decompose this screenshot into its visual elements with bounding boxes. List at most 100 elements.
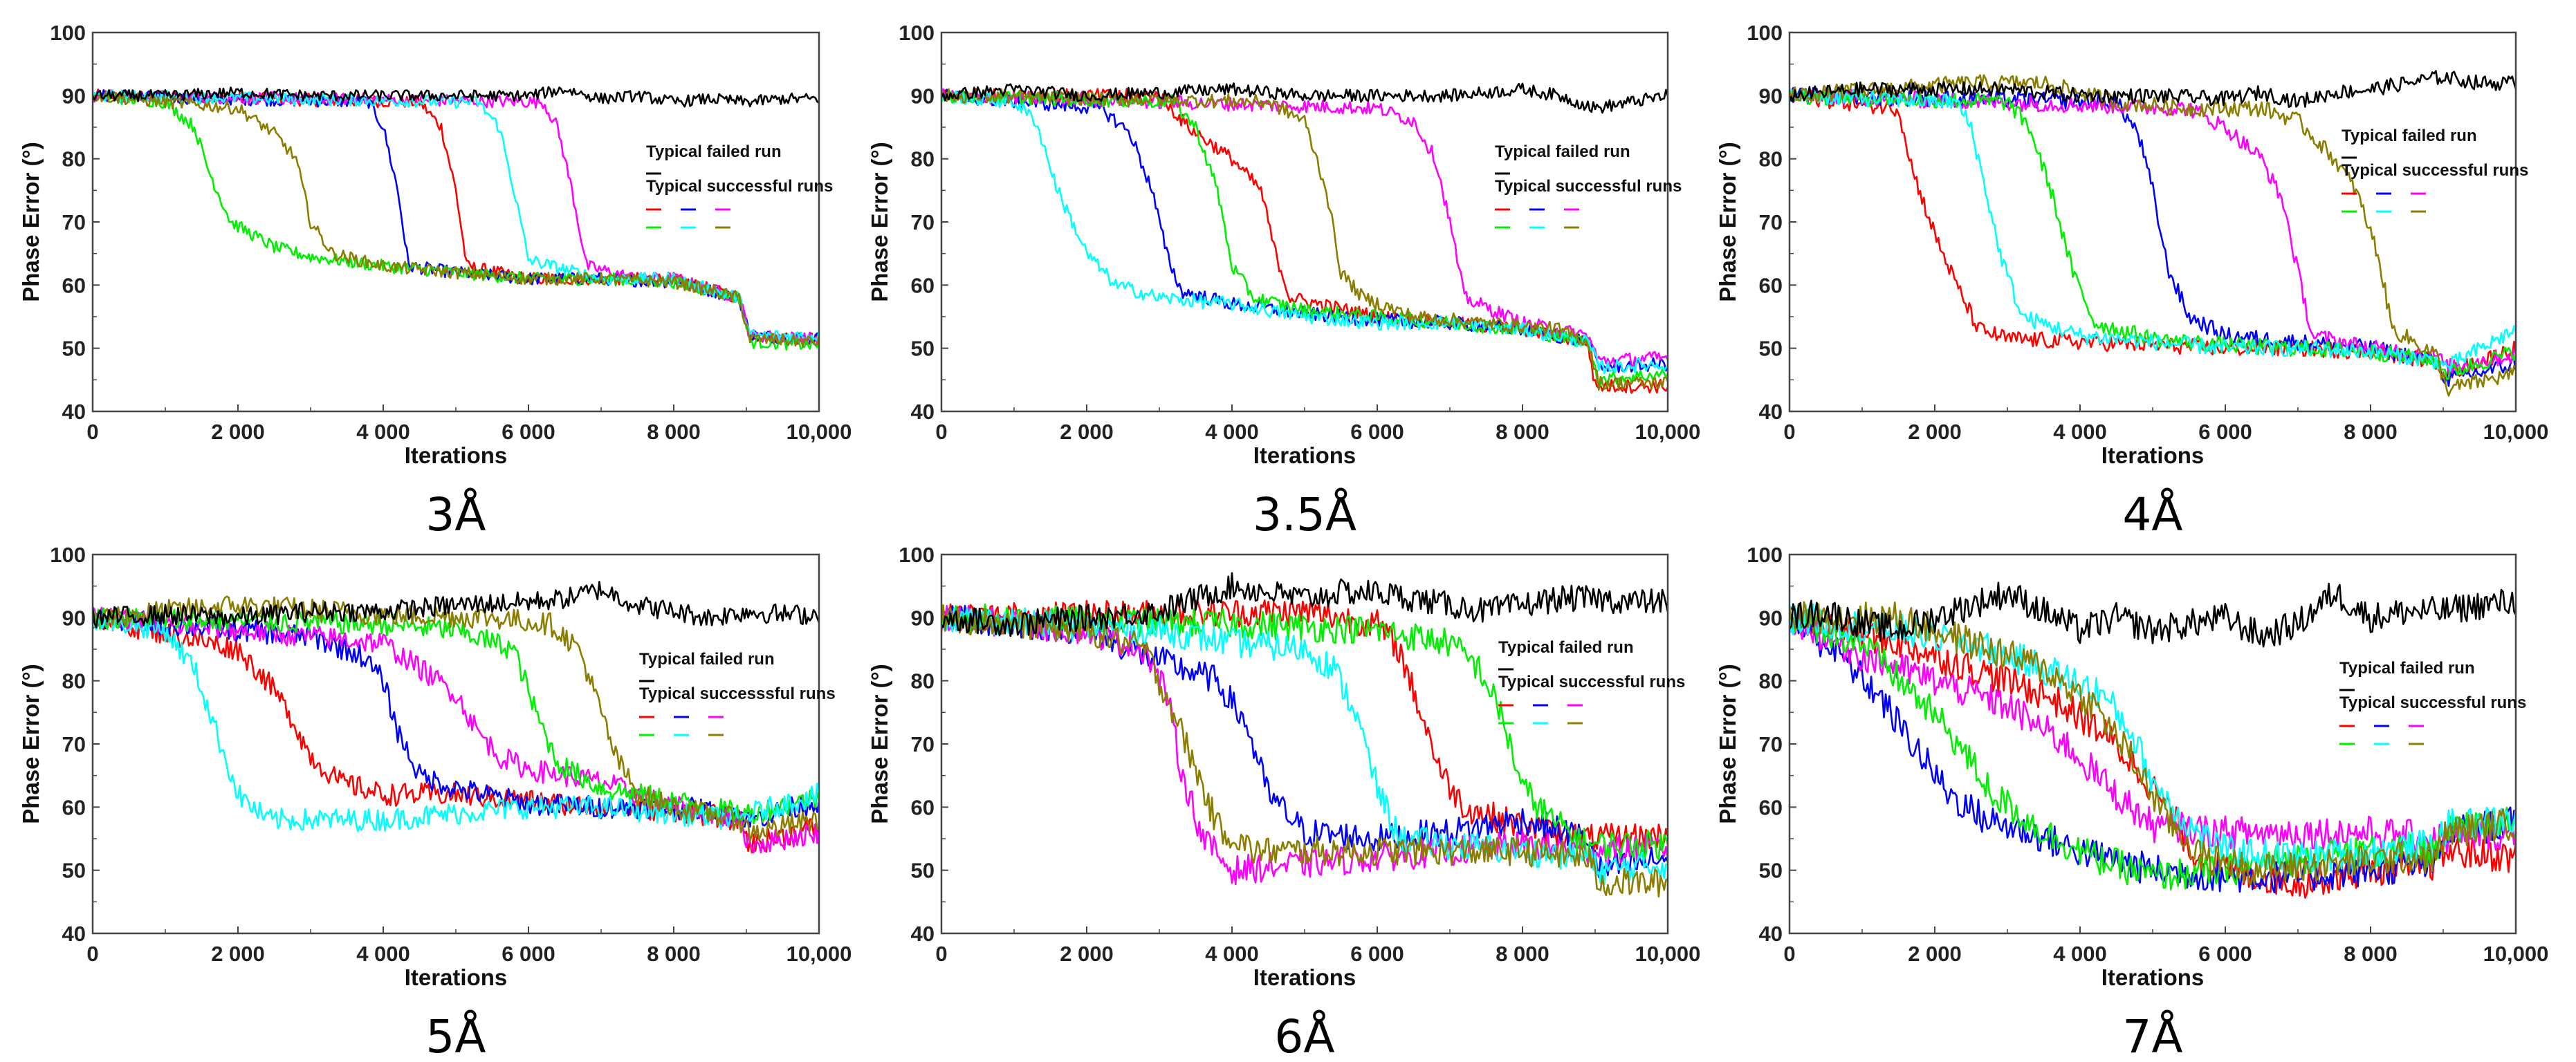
plot-frame bbox=[91, 31, 820, 413]
y-axis-label: Phase Error (°) bbox=[867, 142, 892, 301]
y-tick-label: 70 bbox=[1759, 732, 1783, 756]
series-line-failed bbox=[942, 572, 1667, 637]
x-tick-label: 8 000 bbox=[647, 942, 701, 966]
legend-success-label: Typical successful runs bbox=[2342, 161, 2528, 180]
y-tick-label: 100 bbox=[1747, 21, 1783, 45]
x-tick-label: 6 000 bbox=[502, 942, 555, 966]
series-line-failed bbox=[93, 86, 818, 108]
y-tick-label: 90 bbox=[911, 84, 935, 108]
y-tick-label: 90 bbox=[62, 606, 86, 630]
y-tick-label: 60 bbox=[62, 795, 86, 819]
x-tick-label: 6 000 bbox=[2198, 420, 2252, 444]
y-tick-label: 50 bbox=[1759, 337, 1783, 361]
x-tick-label: 6 000 bbox=[2198, 942, 2252, 966]
chart-panel-5: 40 50 60 70 80 90 100 0 2 000 4 000 6 000 8 000 10,0… bbox=[867, 543, 1700, 1062]
x-tick-label: 10,000 bbox=[2483, 420, 2549, 444]
y-tick-label: 80 bbox=[1759, 147, 1783, 171]
y-tick-label: 90 bbox=[62, 84, 86, 108]
chart-panel-6: 40 50 60 70 80 90 100 0 2 000 4 000 6 000 8 000 10,0… bbox=[1715, 543, 2548, 1062]
x-axis-label: Iterations bbox=[405, 442, 508, 468]
legend-failed-label: Typical failed run bbox=[2342, 127, 2477, 145]
y-tick-label: 60 bbox=[911, 273, 935, 297]
y-tick-label: 80 bbox=[911, 669, 935, 693]
series-line-olive bbox=[942, 604, 1667, 898]
series-line-magenta bbox=[1790, 609, 2515, 854]
x-axis-label: Iterations bbox=[1253, 442, 1356, 468]
y-tick-label: 40 bbox=[911, 400, 935, 424]
panel-caption: 6Å bbox=[1274, 1010, 1334, 1062]
panel-caption: 5Å bbox=[425, 1010, 486, 1062]
x-axis-label: Iterations bbox=[1253, 965, 1356, 990]
y-tick-label: 90 bbox=[1759, 606, 1783, 630]
series-line-olive bbox=[93, 91, 818, 348]
y-tick-label: 80 bbox=[911, 147, 935, 171]
x-axis-label: Iterations bbox=[2101, 442, 2205, 468]
legend-failed-label: Typical failed run bbox=[1495, 142, 1630, 161]
x-tick-label: 6 000 bbox=[1350, 942, 1404, 966]
x-tick-label: 4 000 bbox=[1205, 420, 1259, 444]
x-tick-label: 8 000 bbox=[2344, 942, 2398, 966]
series-group bbox=[942, 82, 1667, 394]
legend-success-label: Typical successful runs bbox=[646, 177, 833, 196]
y-tick-label: 60 bbox=[1759, 795, 1783, 819]
x-axis-label: Iterations bbox=[2101, 965, 2205, 990]
x-tick-label: 6 000 bbox=[1350, 420, 1404, 444]
y-axis-label: Phase Error (°) bbox=[18, 142, 44, 301]
x-tick-label: 2 000 bbox=[1908, 420, 1962, 444]
y-tick-label: 70 bbox=[911, 210, 935, 234]
y-tick-label: 80 bbox=[62, 147, 86, 171]
x-tick-label: 4 000 bbox=[2053, 420, 2107, 444]
y-tick-label: 90 bbox=[1759, 84, 1783, 108]
x-tick-label: 10,000 bbox=[1635, 942, 1701, 966]
series-line-cyan bbox=[93, 88, 818, 343]
legend-failed-label: Typical failed run bbox=[639, 650, 775, 669]
x-tick-label: 10,000 bbox=[786, 942, 852, 966]
series-line-cyan bbox=[1790, 88, 2515, 372]
series-line-olive bbox=[1790, 601, 2515, 886]
x-tick-label: 4 000 bbox=[356, 942, 410, 966]
series-line-olive bbox=[93, 595, 818, 842]
series-group bbox=[942, 572, 1667, 898]
legend-success-label: Typical successful runs bbox=[2339, 693, 2526, 712]
series-line-failed bbox=[1790, 70, 2515, 108]
x-tick-label: 8 000 bbox=[1496, 420, 1549, 444]
chart-panel-1: 40 50 60 70 80 90 100 0 2 000 4 000 6 000 8 000 10,0… bbox=[18, 21, 852, 541]
legend: Typical failed run Typical successful run… bbox=[2339, 659, 2526, 745]
y-tick-label: 50 bbox=[911, 337, 935, 361]
panel-caption: 7Å bbox=[2122, 1010, 2182, 1062]
x-axis-label: Iterations bbox=[405, 965, 508, 990]
x-tick-label: 10,000 bbox=[786, 420, 852, 444]
panel-caption: 3.5Å bbox=[1253, 488, 1356, 541]
y-tick-label: 70 bbox=[62, 732, 86, 756]
y-tick-label: 70 bbox=[1759, 210, 1783, 234]
y-tick-label: 50 bbox=[911, 859, 935, 883]
series-group bbox=[93, 86, 818, 351]
y-tick-label: 40 bbox=[1759, 400, 1783, 424]
chart-panel-4: 40 50 60 70 80 90 100 0 2 000 4 000 6 000 8 000 10,0… bbox=[18, 543, 852, 1062]
y-tick-label: 60 bbox=[62, 273, 86, 297]
x-tick-label: 0 bbox=[86, 942, 98, 966]
y-tick-label: 100 bbox=[1747, 543, 1783, 567]
y-tick-label: 50 bbox=[62, 859, 86, 883]
y-tick-label: 100 bbox=[50, 543, 86, 567]
legend: Typical failed run Typical successful run… bbox=[1495, 142, 1682, 229]
y-tick-label: 100 bbox=[50, 21, 86, 45]
series-group bbox=[1790, 70, 2515, 397]
y-tick-label: 40 bbox=[1759, 922, 1783, 946]
y-axis-label: Phase Error (°) bbox=[1715, 664, 1740, 823]
y-tick-label: 60 bbox=[911, 795, 935, 819]
x-tick-label: 4 000 bbox=[2053, 942, 2107, 966]
legend-failed-label: Typical failed run bbox=[1498, 638, 1634, 657]
y-axis-label: Phase Error (°) bbox=[867, 664, 892, 823]
legend-success-label: Typical successful runs bbox=[1495, 177, 1682, 196]
legend-failed-label: Typical failed run bbox=[646, 142, 782, 161]
series-line-cyan bbox=[942, 607, 1667, 885]
legend: Typical failed run Typical successful run… bbox=[646, 142, 833, 229]
y-tick-label: 50 bbox=[1759, 859, 1783, 883]
x-tick-label: 4 000 bbox=[1205, 942, 1259, 966]
y-tick-label: 80 bbox=[1759, 669, 1783, 693]
y-tick-label: 100 bbox=[899, 21, 935, 45]
y-tick-label: 40 bbox=[62, 400, 86, 424]
y-axis-label: Phase Error (°) bbox=[1715, 142, 1740, 301]
